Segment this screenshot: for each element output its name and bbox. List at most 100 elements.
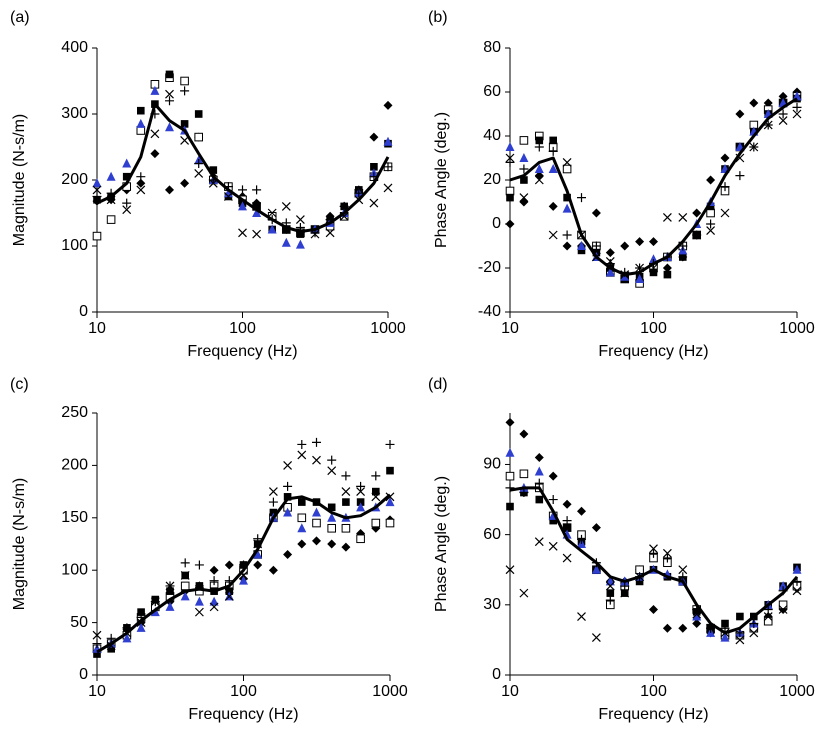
- marker-triangle: [283, 507, 293, 517]
- marker-cross: [706, 226, 716, 236]
- marker-cross: [749, 142, 759, 152]
- marker-triangle: [792, 564, 802, 574]
- marker-triangle: [267, 224, 277, 234]
- marker-triangle: [312, 507, 322, 517]
- marker-triangle: [534, 164, 544, 173]
- marker-plus: [122, 198, 132, 208]
- marker-cross: [223, 192, 233, 201]
- marker-cross: [327, 466, 337, 476]
- marker-triangle: [505, 142, 515, 151]
- marker-cross: [238, 228, 247, 238]
- marker-plus: [620, 581, 630, 591]
- marker-diamond: [369, 132, 379, 142]
- marker-triangle: [165, 601, 175, 611]
- marker-open-square: [371, 518, 381, 528]
- marker-square: [563, 523, 571, 532]
- marker-open-square: [505, 471, 515, 481]
- marker-diamond: [268, 565, 278, 575]
- marker-plus: [312, 437, 322, 447]
- marker-diamond: [209, 565, 219, 575]
- marker-triangle: [385, 497, 395, 507]
- marker-cross: [136, 185, 146, 195]
- marker-square: [549, 516, 557, 525]
- marker-plus: [180, 558, 190, 568]
- marker-square: [535, 136, 544, 145]
- marker-square: [137, 608, 145, 616]
- marker-plus: [354, 188, 364, 198]
- marker-diamond: [692, 208, 702, 218]
- marker-plus: [253, 534, 263, 544]
- marker-square: [297, 498, 306, 506]
- y-tick-label: 20: [483, 171, 501, 188]
- marker-diamond: [662, 263, 672, 273]
- marker-cross: [252, 229, 262, 239]
- marker-plus: [383, 162, 393, 172]
- marker-square: [356, 498, 365, 506]
- marker-diamond: [577, 506, 587, 516]
- marker-diamond: [605, 248, 615, 258]
- marker-open-square: [706, 208, 715, 218]
- marker-plus: [706, 219, 716, 229]
- marker-triangle: [577, 241, 587, 250]
- marker-square: [194, 110, 203, 118]
- marker-square: [386, 466, 394, 475]
- marker-square: [269, 508, 278, 517]
- marker-plus: [122, 623, 132, 633]
- x-tick-label: 100: [230, 683, 257, 700]
- marker-triangle: [106, 171, 116, 181]
- marker-plus: [649, 548, 658, 558]
- marker-cross: [369, 198, 379, 208]
- x-axis-label: Frequency (Hz): [187, 343, 297, 360]
- y-tick-label: 0: [492, 215, 501, 232]
- marker-plus: [297, 439, 307, 449]
- marker-triangle: [252, 208, 262, 217]
- marker-cross: [720, 208, 730, 218]
- marker-cross: [534, 175, 544, 185]
- marker-square: [577, 246, 586, 255]
- marker-square: [296, 230, 305, 238]
- marker-cross: [548, 541, 558, 551]
- marker-triangle: [383, 136, 393, 146]
- marker-cross: [356, 487, 366, 497]
- marker-cross: [92, 185, 102, 195]
- marker-square: [93, 650, 101, 658]
- marker-triangle: [562, 203, 572, 213]
- y-tick-label: 90: [483, 456, 501, 473]
- marker-cross: [281, 201, 291, 211]
- marker-open-square: [519, 469, 529, 479]
- marker-diamond: [297, 539, 307, 549]
- marker-plus: [106, 633, 116, 643]
- y-tick-label: 100: [61, 237, 88, 254]
- marker-triangle: [295, 239, 305, 249]
- marker-triangle: [778, 581, 788, 591]
- marker-plus: [385, 439, 395, 449]
- marker-plus: [735, 171, 745, 181]
- marker-open-square: [341, 523, 351, 533]
- marker-triangle: [238, 201, 247, 211]
- marker-cross: [505, 153, 515, 163]
- marker-cross: [341, 487, 351, 497]
- marker-cross: [749, 628, 759, 638]
- marker-cross: [620, 588, 630, 598]
- marker-square: [635, 577, 644, 586]
- marker-open-square: [297, 513, 307, 523]
- marker-cross: [778, 116, 788, 126]
- marker-diamond: [283, 549, 293, 559]
- marker-plus: [194, 560, 204, 570]
- y-tick-label: 150: [61, 509, 88, 526]
- marker-open-square: [505, 186, 515, 196]
- marker-cross: [325, 228, 335, 238]
- marker-open-square: [312, 518, 321, 528]
- marker-plus: [591, 241, 601, 251]
- x-tick-label: 10: [88, 320, 106, 337]
- marker-open-square: [106, 215, 116, 224]
- marker-open-square: [763, 616, 773, 626]
- x-tick-label: 10: [88, 683, 106, 700]
- marker-diamond: [662, 623, 672, 633]
- marker-square: [506, 502, 514, 511]
- marker-triangle: [239, 575, 248, 585]
- marker-plus: [562, 230, 572, 240]
- marker-plus: [209, 576, 219, 586]
- marker-plus: [356, 481, 366, 491]
- marker-plus: [548, 495, 558, 505]
